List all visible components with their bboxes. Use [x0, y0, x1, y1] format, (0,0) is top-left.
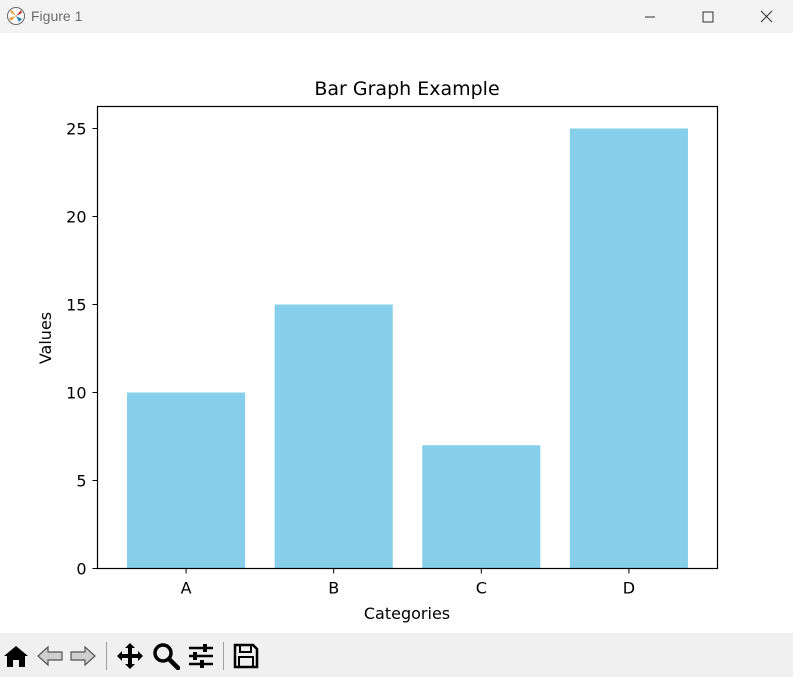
zoom-icon [153, 643, 180, 670]
chart-title: Bar Graph Example [314, 78, 499, 100]
configure-subplots-icon [189, 644, 213, 668]
bar-chart: Bar Graph Example 0 5 10 15 20 25 A B C D Catego… [36, 78, 719, 623]
back-arrow-icon [37, 645, 63, 667]
y-tick-label: 5 [76, 472, 86, 491]
y-tick-label: 15 [66, 296, 86, 315]
pan-button[interactable] [115, 641, 145, 671]
configure-subplots-button[interactable] [186, 641, 216, 671]
y-tick-label: 0 [76, 560, 86, 579]
x-tick-label: C [476, 579, 487, 598]
title-bar: Figure 1 [0, 0, 793, 33]
forward-button[interactable] [68, 641, 98, 671]
maximize-icon [702, 11, 714, 22]
bar-a [127, 392, 246, 569]
save-button[interactable] [231, 641, 261, 671]
bar-c [422, 445, 541, 569]
window-title: Figure 1 [31, 8, 83, 24]
zoom-button[interactable] [151, 641, 181, 671]
maximize-button[interactable] [679, 0, 737, 33]
forward-arrow-icon [70, 645, 96, 667]
x-tick-label: D [623, 579, 635, 598]
save-icon [233, 643, 259, 669]
pan-icon [117, 643, 143, 669]
matplotlib-app-icon [7, 7, 25, 25]
x-tick-label: A [181, 579, 192, 598]
toolbar-separator [106, 642, 107, 670]
minimize-icon [645, 16, 655, 17]
x-axis-label: Categories [364, 604, 450, 623]
back-button[interactable] [35, 641, 65, 671]
home-icon [4, 646, 28, 667]
minimize-button[interactable] [621, 0, 679, 33]
home-button[interactable] [1, 641, 31, 671]
plot-frame [96, 105, 719, 570]
bar-d [569, 128, 688, 569]
bar-b [274, 304, 393, 569]
navigation-toolbar [0, 633, 793, 677]
y-axis-label: Values [36, 312, 55, 364]
close-icon [760, 10, 772, 23]
figure-canvas: Bar Graph Example 0 5 10 15 20 25 A B C D Catego… [0, 33, 793, 633]
close-button[interactable] [737, 0, 793, 33]
y-tick-label: 20 [66, 208, 86, 227]
toolbar-separator [223, 642, 224, 670]
y-tick-label: 10 [66, 384, 86, 403]
x-tick-label: B [328, 579, 339, 598]
y-tick-label: 25 [66, 120, 86, 139]
